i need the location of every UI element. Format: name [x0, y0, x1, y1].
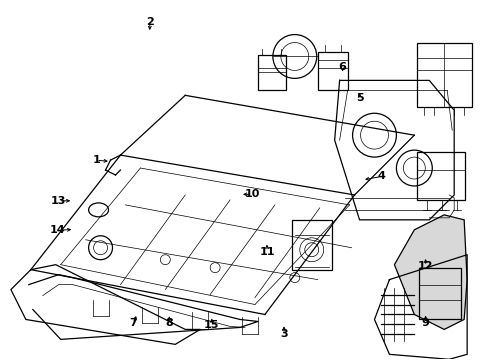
Text: 6: 6 — [339, 62, 346, 72]
Bar — [419, 268, 461, 319]
Text: 11: 11 — [259, 247, 275, 257]
Text: 8: 8 — [166, 319, 173, 328]
Text: 14: 14 — [49, 225, 65, 235]
Text: 13: 13 — [51, 196, 66, 206]
Text: 4: 4 — [378, 171, 386, 181]
Text: 3: 3 — [280, 329, 288, 339]
Text: 5: 5 — [356, 93, 364, 103]
Text: 9: 9 — [422, 319, 430, 328]
Bar — [417, 152, 465, 200]
Bar — [318, 53, 347, 90]
Text: 10: 10 — [245, 189, 260, 199]
Bar — [258, 55, 286, 90]
Text: 15: 15 — [204, 320, 220, 330]
Text: 12: 12 — [418, 261, 433, 271]
Bar — [292, 220, 332, 270]
Polygon shape — [394, 215, 467, 329]
Bar — [417, 42, 472, 107]
Text: 1: 1 — [92, 155, 100, 165]
Text: 7: 7 — [129, 319, 137, 328]
Text: 2: 2 — [146, 17, 154, 27]
